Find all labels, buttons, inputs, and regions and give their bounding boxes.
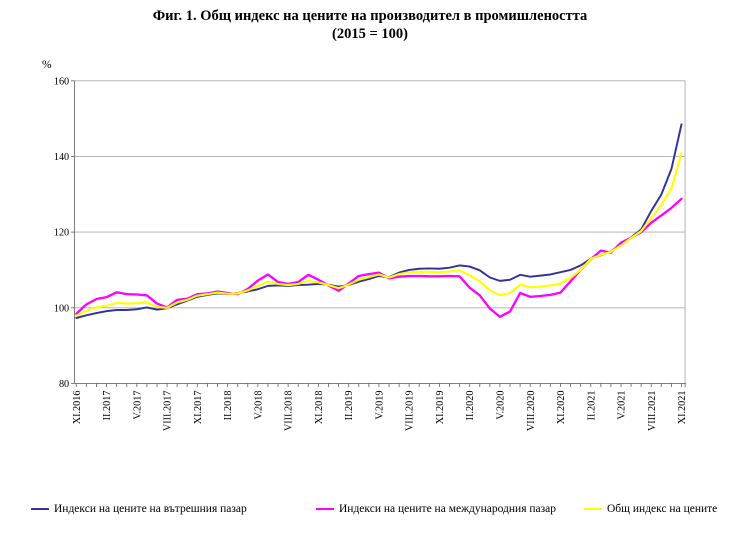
x-tick-label: II.2020 <box>465 391 476 421</box>
x-tick-label: V.2017 <box>132 391 143 420</box>
x-tick-label: V.2019 <box>374 391 385 420</box>
chart-canvas: 80 100 120 140 160 XI.2016 II.2017 V.2017 VIII.2… <box>54 76 688 432</box>
x-tick-label: XI.2021 <box>677 391 688 425</box>
series-line-0 <box>75 123 683 319</box>
legend-item-domestic: Индекси на цените на вътрешния пазар <box>31 501 247 517</box>
x-tick-label: VIII.2020 <box>526 391 537 432</box>
legend-label-domestic: Индекси на цените на вътрешния пазар <box>54 503 247 515</box>
legend-line-international-icon <box>316 508 334 510</box>
x-tick-label: V.2020 <box>496 391 507 420</box>
chart-legend: Индекси на цените на вътрешния пазар Инд… <box>0 501 740 519</box>
x-tick-label: XI.2019 <box>435 391 446 425</box>
legend-line-overall-icon <box>584 508 602 510</box>
y-tick-label: 140 <box>54 152 69 163</box>
series-line-1 <box>75 197 683 318</box>
x-tick-label: VIII.2018 <box>284 391 295 432</box>
x-tick-label: VIII.2019 <box>405 391 416 432</box>
legend-item-overall: Общ индекс на цените <box>584 501 717 517</box>
x-tick-label: II.2018 <box>223 391 234 421</box>
y-tick-label: 80 <box>59 379 69 390</box>
legend-item-international: Индекси на цените на международния пазар <box>316 501 556 517</box>
series-line-2 <box>75 152 683 317</box>
x-tick-label: II.2017 <box>102 391 113 421</box>
chart-subtitle: (2015 = 100) <box>332 26 408 42</box>
legend-line-domestic-icon <box>31 508 49 510</box>
y-tick-label: 120 <box>54 228 69 239</box>
x-tick-label: XI.2018 <box>314 391 325 425</box>
y-axis-unit-label: % <box>42 59 52 71</box>
x-tick-label: VIII.2021 <box>647 391 658 432</box>
x-tick-label: II.2019 <box>344 391 355 421</box>
y-tick-label: 100 <box>54 303 69 314</box>
x-tick-label: V.2018 <box>253 391 264 420</box>
x-tick-label: V.2021 <box>617 391 628 420</box>
chart-title: Фиг. 1. Общ индекс на цените на производ… <box>152 8 588 24</box>
legend-label-international: Индекси на цените на международния пазар <box>339 503 557 515</box>
y-tick-label: 160 <box>54 76 69 87</box>
x-tick-label: XI.2020 <box>556 391 567 425</box>
legend-label-overall: Общ индекс на цените <box>607 503 718 515</box>
x-tick-label: II.2021 <box>586 391 597 421</box>
x-tick-label: VIII.2017 <box>163 391 174 432</box>
x-tick-label: XI.2017 <box>193 391 204 425</box>
x-tick-label: XI.2016 <box>72 391 83 425</box>
